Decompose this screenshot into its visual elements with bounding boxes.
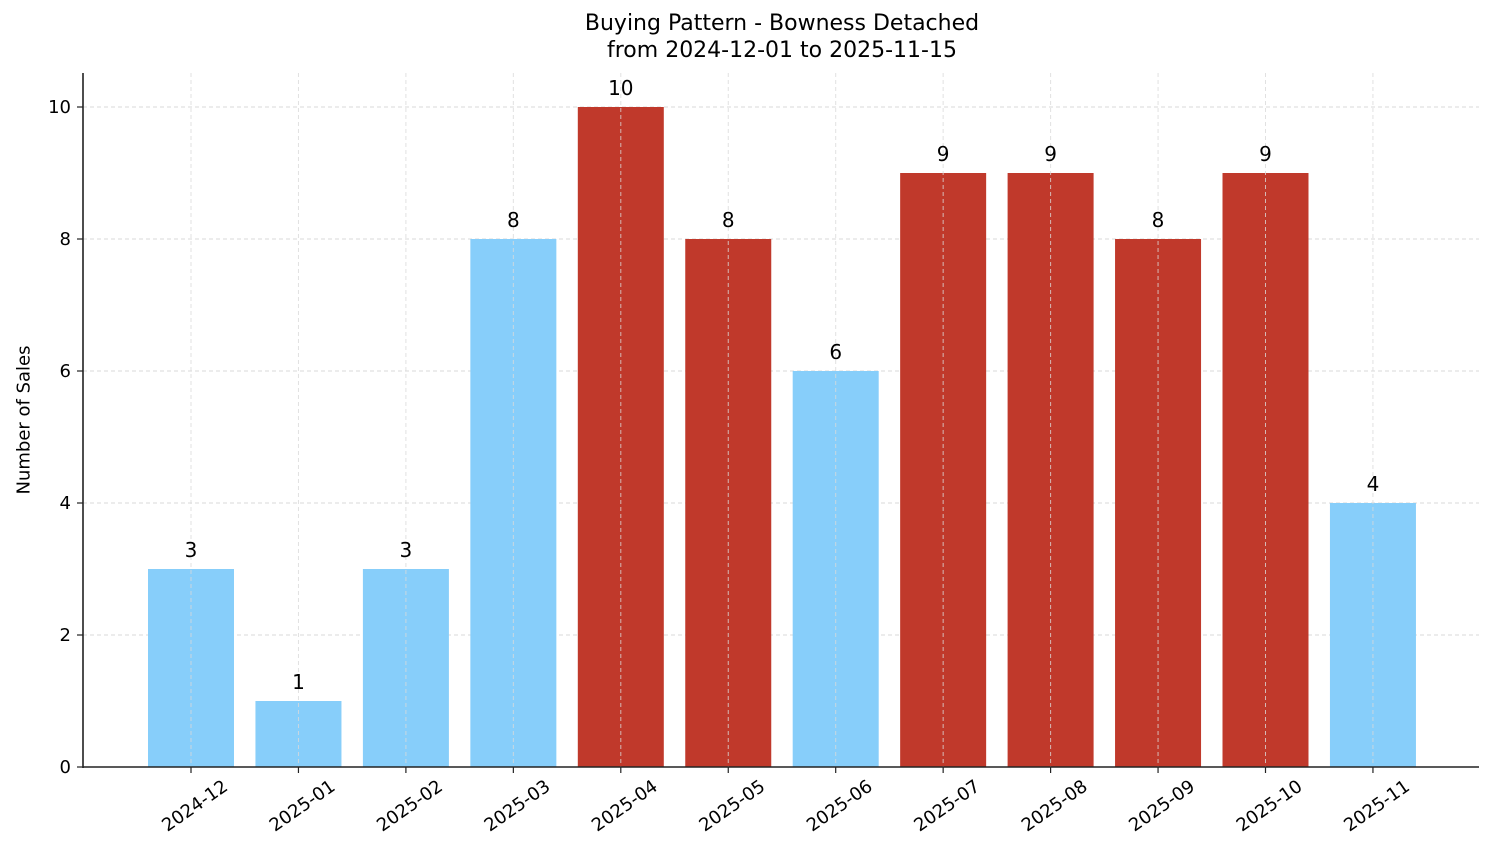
- value-label: 9: [1044, 142, 1057, 166]
- x-tick-label: 2025-07: [910, 776, 984, 836]
- x-tick-label: 2025-01: [266, 776, 340, 836]
- x-tick-label: 2025-06: [803, 776, 877, 836]
- value-label: 10: [608, 76, 633, 100]
- value-label: 9: [937, 142, 950, 166]
- x-tick-label: 2024-12: [158, 776, 232, 836]
- chart-title-main: Buying Pattern - Bowness Detached: [584, 11, 980, 36]
- value-label: 8: [507, 208, 520, 232]
- chart-title: Buying Pattern - Bowness Detached from 2…: [0, 10, 1494, 64]
- value-label: 3: [185, 538, 198, 562]
- x-tick-label: 2025-10: [1233, 776, 1307, 836]
- x-tick-label: 2025-04: [588, 776, 662, 836]
- x-tick-label: 2025-02: [373, 776, 447, 836]
- y-tick-label: 6: [60, 361, 71, 382]
- y-tick-label: 10: [48, 97, 71, 118]
- value-label: 3: [400, 538, 413, 562]
- x-tick-label: 2025-03: [481, 776, 555, 836]
- x-tick-label: 2025-11: [1340, 776, 1414, 836]
- value-label: 4: [1367, 472, 1380, 496]
- x-tick-label: 2025-05: [695, 776, 769, 836]
- x-tick-label: 2025-08: [1018, 776, 1092, 836]
- value-label: 1: [292, 670, 305, 694]
- value-label: 8: [722, 208, 735, 232]
- value-label: 8: [1152, 208, 1165, 232]
- y-tick-label: 2: [60, 625, 71, 646]
- y-tick-label: 4: [60, 493, 71, 514]
- chart-subtitle: from 2024-12-01 to 2025-11-15: [607, 38, 957, 63]
- y-tick-label: 8: [60, 229, 71, 250]
- value-label: 9: [1259, 142, 1272, 166]
- value-label: 6: [829, 340, 842, 364]
- y-tick-label: 0: [60, 757, 71, 778]
- x-tick-label: 2025-09: [1125, 776, 1199, 836]
